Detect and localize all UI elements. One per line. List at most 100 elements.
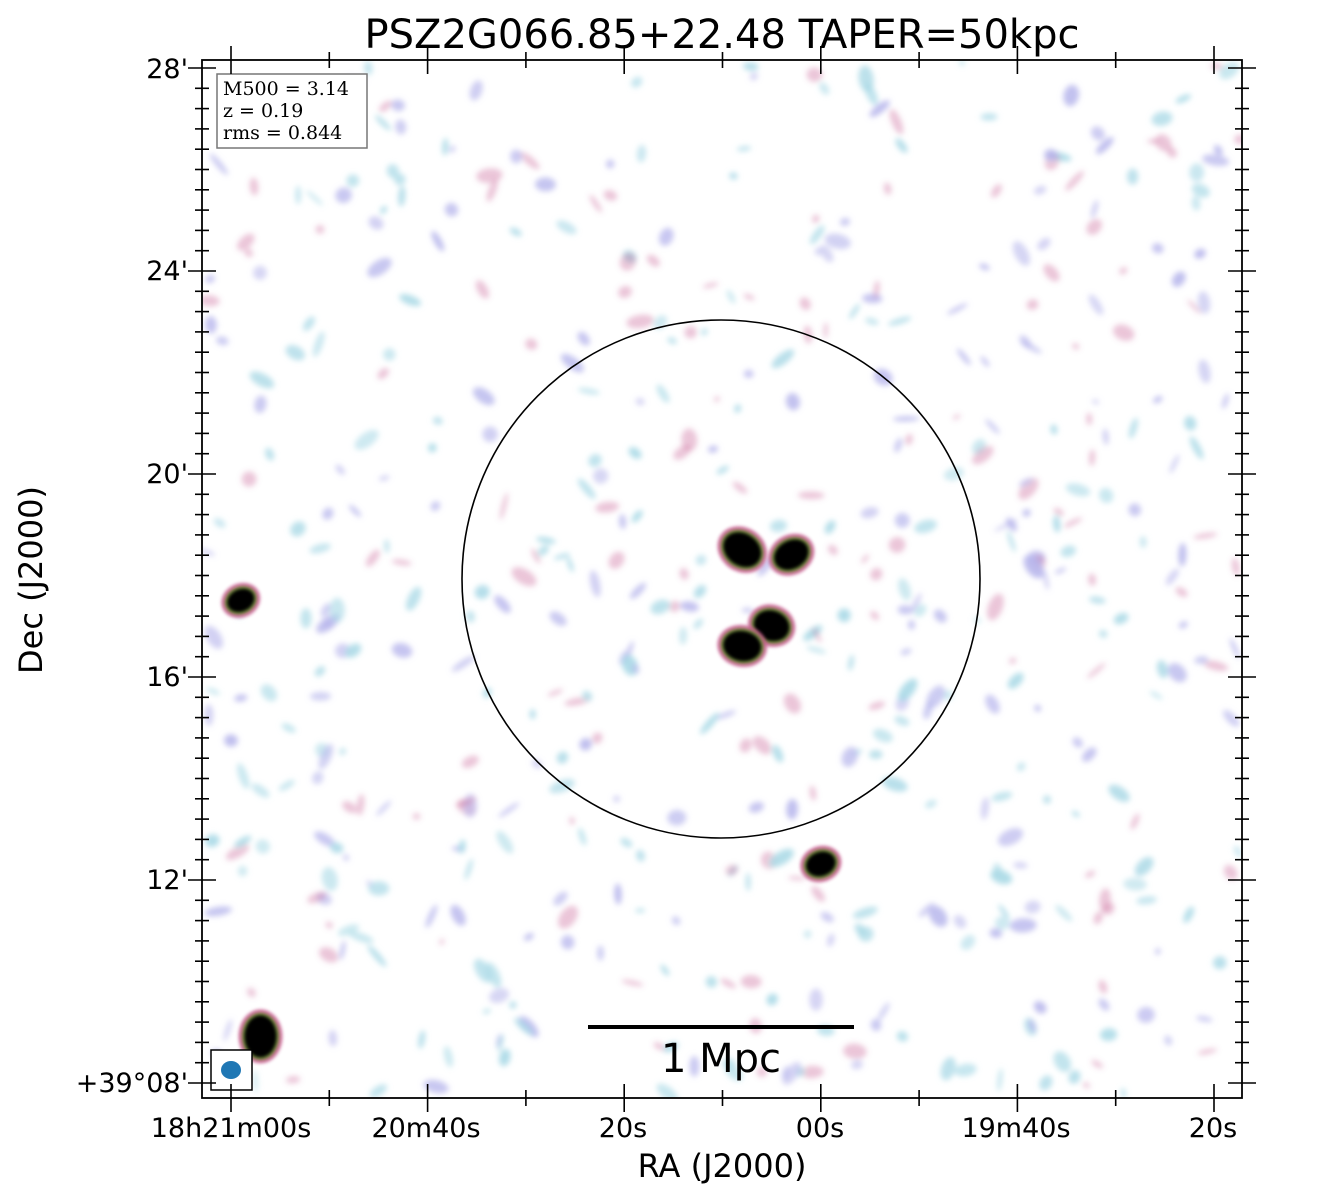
- noise-blob: [323, 618, 333, 629]
- noise-blob: [1194, 656, 1209, 664]
- scale-bar: 1 Mpc: [588, 1025, 854, 1082]
- noise-blob: [367, 257, 392, 278]
- x-tick-label: 00s: [796, 1113, 844, 1144]
- noise-blob: [1065, 170, 1084, 191]
- noise-blob: [608, 551, 625, 569]
- noise-blob: [1068, 1070, 1081, 1084]
- noise-blob: [281, 723, 296, 733]
- radio-source: [221, 582, 261, 618]
- noise-blob: [618, 650, 627, 665]
- noise-blob: [1169, 454, 1180, 474]
- noise-blob: [431, 231, 445, 252]
- noise-blob: [1102, 428, 1109, 445]
- noise-blob: [650, 599, 670, 615]
- noise-blob: [205, 274, 215, 284]
- noise-blob: [745, 872, 751, 892]
- noise-blob: [1156, 660, 1168, 679]
- noise-blob: [556, 751, 569, 764]
- noise-blob: [618, 285, 632, 299]
- radio-source: [717, 624, 768, 668]
- info-box: M500 = 3.14 z = 0.19 rms = 0.844: [216, 73, 368, 149]
- noise-blob: [1189, 436, 1204, 460]
- noise-blob: [375, 115, 391, 131]
- noise-blob: [560, 935, 575, 950]
- noise-blob: [1187, 299, 1202, 314]
- noise-blob: [455, 797, 477, 807]
- noise-blob: [348, 504, 362, 517]
- noise-blob: [591, 732, 603, 744]
- noise-blob: [820, 912, 834, 923]
- noise-blob: [898, 578, 911, 601]
- noise-blob: [756, 1066, 768, 1078]
- noise-blob: [1153, 396, 1163, 404]
- radio-source: [717, 526, 767, 574]
- noise-blob: [307, 891, 327, 904]
- noise-blob: [1093, 911, 1104, 925]
- noise-blob: [990, 869, 1013, 885]
- noise-blob: [366, 880, 373, 887]
- noise-blob: [809, 988, 823, 1011]
- noise-blob: [603, 190, 618, 201]
- noise-blob: [348, 931, 374, 944]
- noise-blob: [384, 539, 390, 553]
- noise-blob: [1019, 335, 1032, 349]
- noise-blob: [1219, 61, 1239, 80]
- noise-blob: [997, 1068, 1003, 1092]
- noise-blob: [368, 216, 384, 230]
- noise-blob: [549, 611, 567, 626]
- noise-blob: [363, 60, 373, 76]
- noise-blob: [858, 65, 874, 93]
- noise-blob: [464, 858, 473, 880]
- noise-blob: [535, 177, 556, 192]
- noise-blob: [473, 958, 493, 983]
- noise-blob: [663, 1041, 679, 1053]
- noise-blob: [325, 921, 333, 929]
- noise-blob: [819, 82, 830, 95]
- noise-blob: [553, 891, 568, 906]
- noise-blob: [869, 100, 890, 118]
- noise-blob: [928, 905, 948, 927]
- noise-blob: [839, 217, 851, 226]
- noise-blob: [1088, 596, 1106, 604]
- noise-blob: [1178, 621, 1188, 629]
- noise-blob: [1167, 663, 1187, 683]
- noise-blob: [892, 416, 920, 422]
- noise-blob: [1189, 163, 1205, 182]
- noise-blob: [725, 864, 738, 876]
- noise-blob: [1085, 870, 1096, 878]
- noise-blob: [342, 801, 357, 814]
- noise-blob: [547, 689, 563, 697]
- radio-sources: [221, 526, 842, 1064]
- noise-blob: [1072, 343, 1080, 350]
- noise-blob: [809, 785, 817, 801]
- noise-blob: [494, 595, 511, 614]
- r500-circle: [461, 319, 981, 839]
- noise-blob: [286, 1076, 301, 1084]
- noise-blob: [1203, 660, 1229, 672]
- noise-blob: [750, 72, 758, 81]
- noise-blob: [980, 797, 990, 820]
- noise-blob: [204, 625, 224, 649]
- noise-blob: [726, 289, 736, 304]
- noise-blob: [278, 779, 295, 791]
- noise-blob: [237, 763, 250, 790]
- noise-blob: [766, 993, 778, 1006]
- noise-blob: [237, 865, 248, 877]
- noise-blob: [444, 202, 459, 217]
- noise-blob: [430, 501, 441, 512]
- noise-blob: [1034, 185, 1047, 195]
- x-axis-label: RA (J2000): [638, 1147, 807, 1185]
- noise-blob: [736, 146, 752, 152]
- noise-blob: [806, 646, 827, 654]
- noise-blob: [1197, 1048, 1218, 1055]
- noise-blob: [870, 567, 883, 581]
- noise-blob: [538, 545, 549, 556]
- noise-blob: [900, 648, 912, 656]
- noise-blob: [377, 368, 389, 380]
- noise-blob: [788, 876, 806, 881]
- noise-blob: [391, 559, 412, 566]
- noise-blob: [319, 947, 339, 963]
- noise-blob: [253, 1070, 258, 1093]
- noise-blob: [895, 138, 908, 153]
- noise-blob: [312, 331, 325, 358]
